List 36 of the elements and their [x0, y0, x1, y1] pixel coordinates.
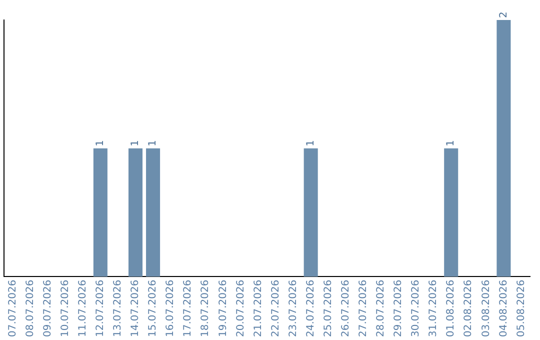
x-tick-label: 05.08.2026 [516, 280, 527, 338]
data-label: 1 [95, 140, 106, 146]
data-label: 1 [446, 140, 457, 146]
x-tick-label: 07.07.2026 [7, 280, 18, 338]
x-tick-label: 23.07.2026 [288, 280, 299, 338]
x-tick-label: 17.07.2026 [182, 280, 194, 338]
x-tick-label: 02.08.2026 [463, 280, 474, 338]
x-tick-label: 08.07.2026 [24, 280, 36, 338]
x-tick-label: 04.08.2026 [498, 280, 510, 338]
x-tick-label: 28.07.2026 [376, 280, 387, 338]
x-tick-label: 21.07.2026 [252, 280, 264, 338]
x-tick-label: 09.07.2026 [42, 280, 54, 338]
x-tick-label: 24.07.2026 [305, 280, 316, 338]
x-tick-label: 22.07.2026 [270, 280, 282, 338]
x-tick-label: 15.07.2026 [148, 280, 159, 338]
x-tick-label: 18.07.2026 [200, 280, 212, 338]
x-tick-label: 16.07.2026 [165, 280, 176, 338]
data-label: 2 [498, 12, 510, 18]
x-tick-label: 29.07.2026 [393, 280, 404, 338]
x-tick-label: 03.08.2026 [480, 280, 492, 338]
x-tick-label: 27.07.2026 [358, 280, 370, 338]
x-tick-label: 20.07.2026 [235, 280, 246, 338]
x-tick-label: 01.08.2026 [446, 280, 457, 338]
data-label: 1 [148, 140, 159, 146]
x-tick-label: 10.07.2026 [60, 280, 71, 338]
x-tick-label: 31.07.2026 [428, 280, 440, 338]
data-label: 1 [305, 140, 316, 146]
x-tick-label: 30.07.2026 [410, 280, 422, 338]
x-tick-label: 11.07.2026 [77, 280, 88, 338]
x-tick-label: 12.07.2026 [95, 280, 106, 338]
x-tick-label: 25.07.2026 [322, 280, 334, 338]
x-tick-label: 19.07.2026 [218, 280, 229, 338]
data-label: 1 [130, 140, 142, 146]
x-tick-label: 13.07.2026 [112, 280, 124, 338]
x-tick-label: 26.07.2026 [340, 280, 352, 338]
x-tick-label: 14.07.2026 [130, 280, 142, 338]
